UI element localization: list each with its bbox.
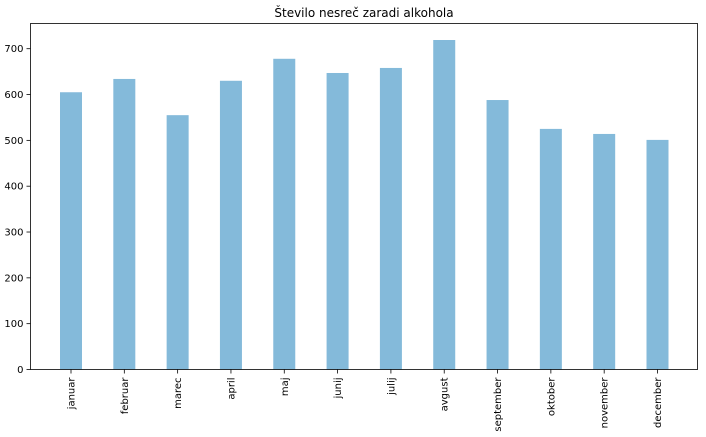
y-tick-label-600: 600	[4, 90, 23, 101]
x-tick-label-december: december	[653, 377, 664, 428]
bars-group	[60, 40, 669, 370]
bar-maj	[273, 58, 296, 370]
bar-december	[646, 139, 669, 370]
y-tick-label-500: 500	[4, 136, 23, 147]
x-tick-label-avgust: avgust	[440, 377, 451, 411]
x-tick-label-januar: januar	[67, 377, 78, 411]
y-tick-label-300: 300	[4, 228, 23, 239]
x-tick-label-julij: julij	[386, 378, 397, 396]
bar-september	[486, 100, 509, 370]
x-tick-label-september: september	[493, 377, 504, 432]
x-axis: januar februar marec april maj junij julij avgu…	[67, 369, 664, 432]
y-axis: 0 100 200 300 400 500 600 700	[4, 44, 31, 376]
bar-januar	[60, 92, 82, 370]
plot-frame	[30, 23, 698, 370]
y-tick-label-100: 100	[4, 319, 23, 330]
bar-julij	[379, 67, 402, 370]
x-tick-label-junij: junij	[333, 378, 344, 400]
bar-marec	[166, 115, 189, 370]
y-tick-label-200: 200	[4, 273, 23, 284]
x-tick-label-maj: maj	[280, 378, 291, 397]
x-tick-label-november: november	[600, 377, 611, 429]
bar-november	[593, 133, 616, 370]
bar-april	[219, 80, 242, 370]
y-tick-label-400: 400	[4, 182, 23, 193]
x-tick-label-februar: februar	[120, 377, 131, 415]
bar-junij	[326, 72, 349, 370]
x-tick-label-marec: marec	[173, 378, 184, 409]
bar-avgust	[433, 40, 456, 370]
x-tick-label-oktober: oktober	[546, 377, 557, 416]
bar-februar	[113, 78, 136, 370]
y-tick-label-700: 700	[4, 44, 23, 55]
x-tick-label-april: april	[226, 378, 237, 400]
y-tick-label-0: 0	[17, 365, 23, 376]
chart-title: Število nesreč zaradi alkohola	[274, 5, 453, 20]
bar-oktober	[539, 128, 562, 370]
